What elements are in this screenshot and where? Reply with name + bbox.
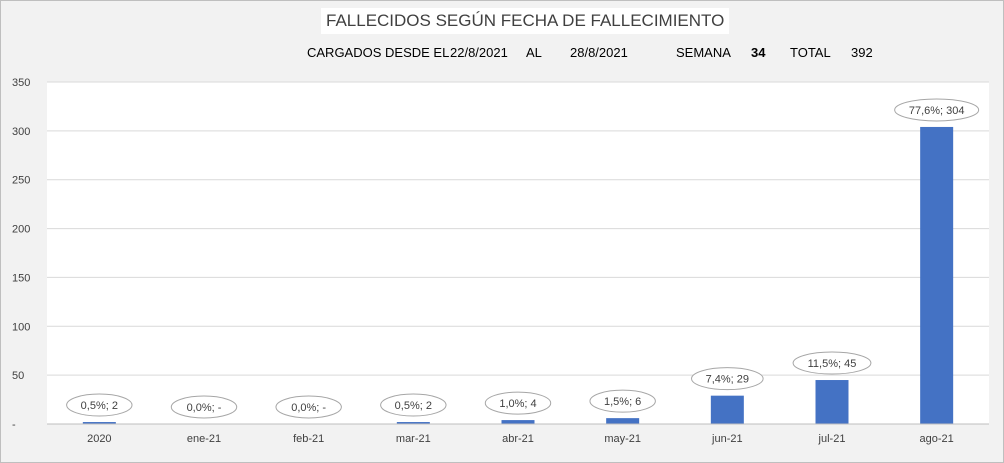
x-tick-label: jun-21	[711, 433, 743, 445]
x-tick-label: may-21	[604, 433, 641, 445]
bar	[606, 418, 640, 424]
x-tick-label: mar-21	[396, 433, 431, 445]
data-label-bubble	[589, 389, 656, 413]
y-tick-label: 350	[12, 77, 30, 89]
x-tick-label: ene-21	[187, 433, 221, 445]
bar	[710, 395, 744, 424]
data-label-bubble	[894, 98, 980, 122]
data-label: 11,5%; 45	[808, 358, 857, 370]
x-tick-label: 2020	[87, 433, 111, 445]
total-label: TOTAL	[790, 45, 831, 60]
data-label-bubble	[691, 367, 764, 391]
loaded-label: CARGADOS DESDE EL	[307, 45, 450, 60]
data-label-bubble	[170, 395, 238, 419]
y-tick-label: 100	[12, 321, 30, 333]
x-tick-label: abr-21	[502, 433, 534, 445]
data-label: 1,5%; 6	[604, 396, 641, 408]
chart-title: FALLECIDOS SEGÚN FECHA DE FALLECIMIENTO	[321, 8, 730, 34]
week-value: 34	[751, 45, 766, 60]
y-tick-label: 300	[12, 126, 30, 138]
data-label: 7,4%; 29	[706, 374, 749, 386]
bar	[815, 380, 849, 424]
bar	[82, 422, 116, 424]
x-tick-label: feb-21	[293, 433, 324, 445]
date-from: 22/8/2021	[450, 45, 508, 60]
data-label-bubble	[66, 393, 133, 417]
data-label: 1,0%; 4	[499, 398, 536, 410]
to-label: AL	[526, 45, 542, 60]
bar	[920, 126, 954, 424]
x-tick-label: jul-21	[818, 433, 846, 445]
y-tick-label: 250	[12, 175, 30, 187]
data-label: 0,5%; 2	[81, 400, 118, 412]
y-tick-label: -	[12, 419, 16, 431]
y-tick-label: 200	[12, 224, 30, 236]
x-tick-label: ago-21	[920, 433, 954, 445]
bar	[501, 420, 535, 424]
y-tick-label: 50	[12, 370, 24, 382]
data-label-bubble	[380, 393, 447, 417]
data-label: 0,5%; 2	[395, 400, 432, 412]
week-label: SEMANA	[676, 45, 731, 60]
data-label-bubble	[484, 391, 552, 415]
y-tick-label: 150	[12, 272, 30, 284]
data-label-bubble	[275, 395, 342, 419]
data-label-bubble	[792, 351, 872, 375]
total-value: 392	[851, 45, 873, 60]
data-label: 0,0%; -	[187, 402, 222, 414]
date-to: 28/8/2021	[570, 45, 628, 60]
bar	[396, 422, 430, 424]
data-label: 77,6%; 304	[909, 105, 965, 117]
data-label: 0,0%; -	[291, 402, 326, 414]
